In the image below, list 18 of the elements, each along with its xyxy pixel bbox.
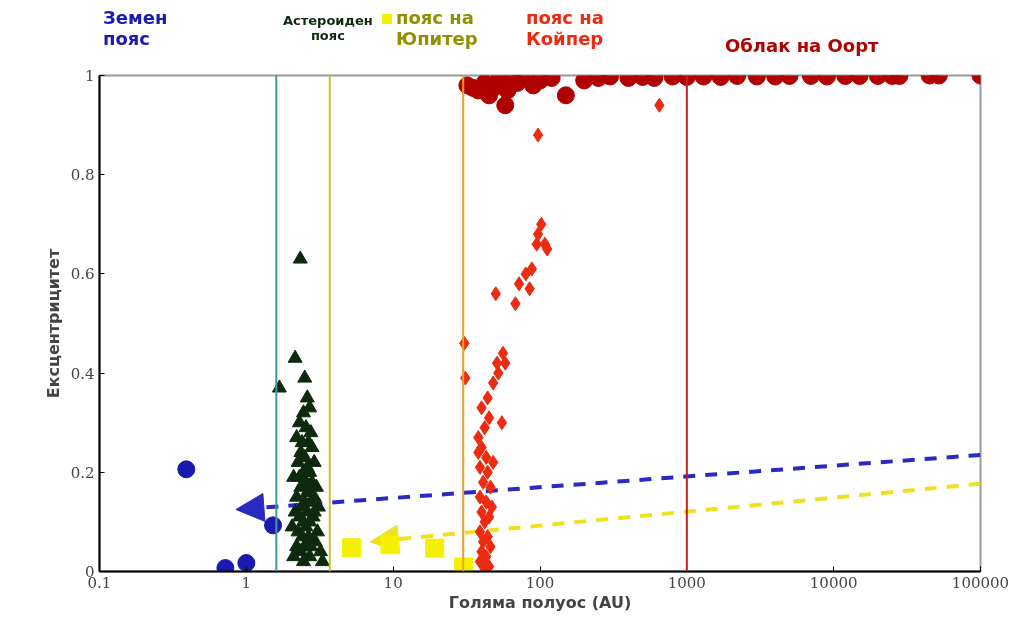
text: Астероиден пояс	[283, 13, 373, 44]
x-tick-label: 1000	[667, 573, 706, 592]
x-tick-label: 10000	[809, 573, 858, 592]
text: Земен пояс	[103, 7, 168, 50]
y-tick-label: 0.4	[70, 364, 95, 383]
series-label: Облак на Оорт	[725, 35, 879, 57]
text: пояс на Койпер	[526, 7, 604, 50]
y-tick-label: 1	[84, 67, 95, 85]
y-axis-title: Ексцентрицитет	[43, 248, 63, 399]
legend-label: пояс на Юпитер	[396, 7, 478, 50]
y-tick-label: 0.8	[70, 166, 95, 185]
x-tick-label: 10	[383, 573, 403, 592]
x-tick-label: 1	[241, 573, 252, 592]
y-tick-label: 0.2	[70, 463, 95, 482]
x-axis-title: Голяма полуос (AU)	[448, 592, 632, 612]
x-tick-label: 100000	[951, 573, 1010, 592]
y-tick-label: 0.6	[70, 265, 95, 284]
x-tick-label: 100	[525, 573, 555, 592]
